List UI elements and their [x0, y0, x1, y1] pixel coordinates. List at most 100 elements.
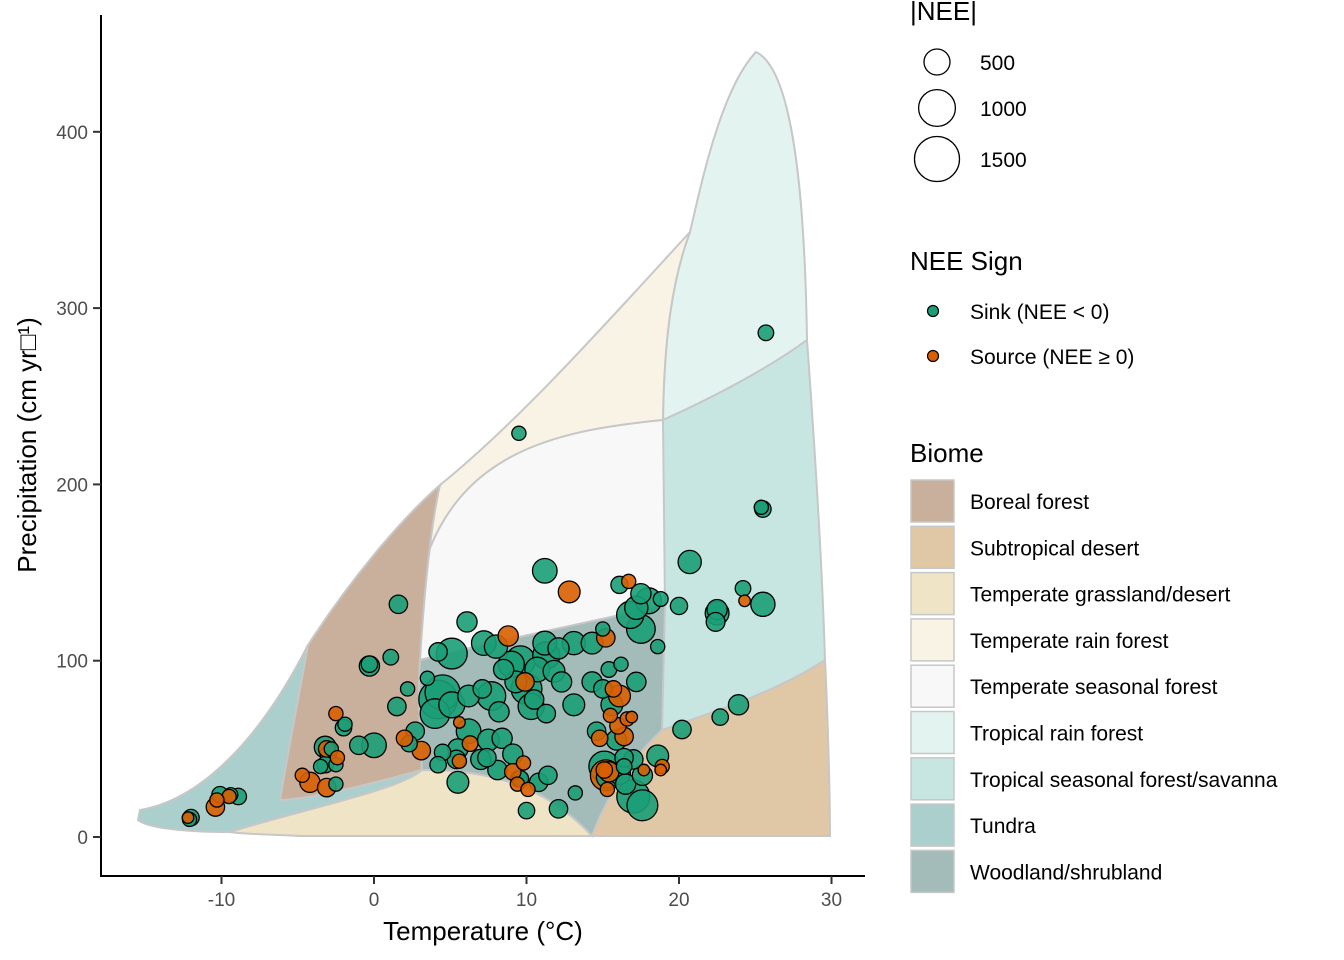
sink-point	[517, 801, 536, 820]
sink-point	[523, 689, 545, 710]
sink-point	[626, 789, 659, 822]
sink-point	[753, 499, 770, 516]
sink-point	[625, 671, 647, 693]
sink-point	[613, 656, 629, 672]
biome-legend-swatch	[910, 803, 955, 847]
sink-point	[711, 708, 730, 726]
x-tick-label: 20	[668, 890, 689, 911]
x-axis-title: Temperature (°C)	[383, 916, 583, 946]
source-point	[620, 573, 637, 590]
biome-legend-label: Temperate seasonal forest	[970, 676, 1218, 699]
sink-point	[538, 765, 558, 786]
sink-point	[456, 611, 478, 633]
biome-legend-swatch	[910, 479, 955, 523]
sink-point	[669, 596, 689, 616]
size-legend-key	[923, 48, 951, 76]
sink-point	[511, 425, 527, 442]
x-tick-label: -10	[208, 890, 235, 911]
size-legend: |NEE| 500 1000 1500	[910, 0, 1027, 183]
source-point	[599, 781, 616, 798]
size-legend-title: |NEE|	[910, 0, 977, 26]
biome-legend-swatch	[910, 710, 955, 755]
source-point	[329, 749, 346, 766]
sink-point	[615, 758, 633, 775]
size-legend-label: 1500	[980, 149, 1027, 172]
biome-legend-label: Temperate grassland/desert	[970, 584, 1230, 607]
source-point	[604, 680, 623, 698]
biome-legend-label: Tundra	[970, 815, 1036, 838]
sink-point	[488, 701, 510, 723]
sink-point	[630, 582, 652, 605]
sink-point	[312, 758, 329, 775]
biome-legend-swatch	[910, 571, 955, 616]
source-point	[625, 710, 639, 724]
y-axis-ticks: 0 100 200 300 400	[56, 123, 101, 849]
sign-legend-title: NEE Sign	[910, 246, 1023, 276]
sign-legend-key	[926, 304, 940, 318]
x-tick-label: 10	[516, 890, 537, 911]
sink-point	[387, 696, 407, 717]
sink-point	[547, 637, 570, 660]
biome-legend: Biome Boreal forest Subtropical desert Tem…	[910, 438, 1278, 894]
source-point	[328, 705, 344, 722]
biome-legend-swatch	[910, 664, 955, 708]
source-point	[590, 729, 609, 748]
source-point	[595, 761, 614, 779]
source-point	[294, 767, 311, 784]
sink-point	[446, 770, 470, 794]
sink-point	[750, 591, 776, 618]
source-point	[451, 753, 468, 769]
sink-point	[562, 693, 586, 717]
sink-point	[491, 727, 513, 750]
sink-point	[348, 735, 369, 756]
y-axis-title: Precipitation (cm yr□¹)	[12, 317, 42, 573]
sink-point	[419, 670, 436, 687]
source-point	[395, 729, 414, 748]
sink-point	[360, 655, 379, 674]
source-point	[209, 792, 225, 808]
sink-point	[531, 557, 558, 584]
sink-point	[477, 747, 497, 768]
biome-legend-label: Temperate rain forest	[970, 630, 1169, 653]
data-points	[181, 324, 776, 828]
size-legend-key	[913, 135, 961, 183]
source-point	[181, 811, 195, 825]
biome-region-temperate-grassland	[229, 768, 595, 837]
size-legend-label: 500	[980, 52, 1015, 75]
source-point	[461, 735, 479, 753]
biome-legend-swatch	[910, 618, 955, 662]
axes: -10 0 10 20 30 0 100 200 300 400 Temperature (°C…	[12, 15, 865, 946]
source-point	[497, 625, 519, 647]
sink-point	[672, 719, 692, 740]
source-point	[602, 707, 619, 724]
sign-legend-key	[926, 349, 940, 363]
sink-point	[649, 638, 666, 655]
biome-legend-label: Subtropical desert	[970, 537, 1139, 560]
source-point	[557, 580, 581, 604]
sink-point	[548, 798, 569, 819]
sign-legend-label: Sink (NEE < 0)	[970, 301, 1109, 324]
sink-point	[382, 648, 400, 666]
y-tick-label: 400	[56, 123, 88, 144]
sink-point	[492, 658, 515, 681]
source-point	[738, 594, 752, 608]
sign-legend-label: Source (NEE ≥ 0)	[970, 346, 1134, 369]
sink-point	[567, 785, 584, 801]
biome-legend-swatch	[910, 849, 955, 894]
source-point	[520, 781, 536, 798]
sink-point	[536, 703, 557, 724]
y-tick-label: 300	[56, 299, 88, 320]
sign-legend: NEE Sign Sink (NEE < 0) Source (NEE ≥ 0)	[910, 246, 1134, 369]
source-point	[515, 755, 532, 771]
sink-point	[757, 324, 775, 342]
sink-point	[429, 755, 447, 774]
source-point	[637, 763, 651, 777]
y-tick-label: 100	[56, 652, 88, 673]
sink-point	[388, 594, 409, 615]
x-tick-label: 0	[369, 890, 380, 911]
biome-legend-label: Boreal forest	[970, 491, 1089, 514]
sink-point	[705, 611, 726, 632]
x-axis-ticks: -10 0 10 20 30	[208, 876, 842, 911]
biome-legend-swatch	[910, 525, 955, 570]
sink-point	[727, 694, 750, 716]
